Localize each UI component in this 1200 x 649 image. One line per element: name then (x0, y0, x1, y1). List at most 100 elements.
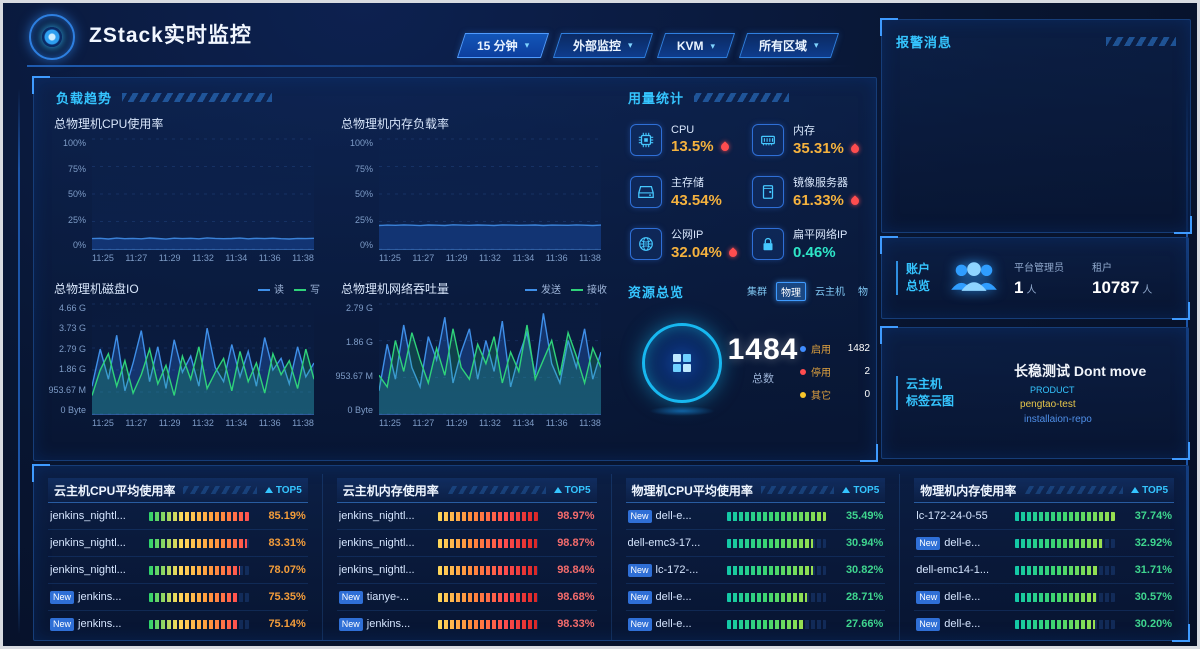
usage-value: 30.20% (1134, 618, 1172, 630)
account-title: 账户 总览 (896, 261, 930, 295)
resource-legend-row: 停用 2 (800, 364, 870, 379)
usage-bar (149, 538, 249, 548)
top5-title: 物理机CPU平均使用率 (631, 483, 753, 498)
usage-value: 0.46% (793, 244, 836, 261)
usage-bar (1015, 538, 1115, 548)
top5-header: 云主机CPU平均使用率 TOP5 (48, 478, 308, 503)
account-stat: 租户 10787 人 (1092, 259, 1152, 298)
usage-value: 37.74% (1134, 510, 1172, 522)
usage-bar-fill (726, 538, 814, 548)
host-name: dell-emc14-1... (916, 564, 990, 576)
usage-bar-fill (149, 565, 241, 575)
resource-tab-1[interactable]: 物理 (776, 282, 806, 301)
top5-sort-control[interactable]: TOP5 (553, 485, 591, 496)
tag-item[interactable]: pengtao-test (1020, 399, 1076, 410)
host-name: New tianye-... (338, 590, 431, 604)
top5-row: New jenkins... 75.35% (48, 584, 308, 611)
top-header: ZStack实时监控 15 分钟 ▾ 外部监控 ▾ KVM ▾ 所有区域 ▾ (3, 3, 1197, 71)
resource-tab-2[interactable]: 云主机 (815, 287, 845, 298)
top5-title: 云主机内存使用率 (342, 483, 439, 498)
usage-stats-panel: 用量统计 CPU 13.5% 内存 35.31% 主存储 43.54% 镜像服务器 61.33… (628, 88, 868, 261)
new-badge: New (916, 590, 941, 604)
legend-label: 停用 (811, 368, 831, 379)
tag-item[interactable]: installaion-repo (1024, 414, 1092, 425)
usage-bar (726, 592, 827, 602)
usage-value: 98.87% (557, 537, 595, 549)
usage-bar-fill (1015, 592, 1097, 602)
usage-bar (149, 592, 249, 602)
host-name: New dell-e... (916, 617, 1008, 631)
new-badge: New (338, 617, 363, 631)
top5-row: New dell-e... 27.66% (626, 611, 886, 637)
resource-tab-3[interactable]: 物 (858, 287, 868, 298)
host-name: jenkins_nightl... (50, 510, 126, 522)
top5-row: New dell-e... 30.20% (914, 611, 1174, 637)
alarm-header: 报警消息 (882, 20, 1190, 51)
top5-title: 云主机CPU平均使用率 (54, 483, 176, 498)
usage-bar-fill (726, 511, 827, 521)
usage-bar (726, 511, 827, 521)
usage-bar-fill (1015, 511, 1115, 521)
top5-sort-control[interactable]: TOP5 (842, 485, 879, 496)
flat-network-icon (752, 227, 784, 260)
chart-legend: 读写 (258, 281, 320, 296)
resource-tab-0[interactable]: 集群 (747, 287, 767, 298)
usage-stat-flat-network: 扁平网络IP 0.46% (752, 226, 868, 261)
new-badge: New (627, 509, 652, 523)
page-title: ZStack实时监控 (89, 24, 252, 47)
chevron-down-icon: ▾ (524, 40, 530, 50)
usage-value: 30.82% (845, 564, 884, 576)
top5-sort-control[interactable]: TOP5 (264, 485, 302, 496)
tag-cloud-title-line2: 标签云图 (906, 394, 955, 408)
host-name: New dell-e... (916, 536, 1008, 550)
top5-sort-control[interactable]: TOP5 (1131, 485, 1168, 496)
filter-label: 15 分钟 (477, 39, 518, 53)
top5-table-1: 云主机内存使用率 TOP5 jenkins_nightl... 98.97% jenki… (321, 474, 611, 640)
usage-bar-fill (437, 592, 538, 602)
top5-row: dell-emc14-1... 31.71% (914, 557, 1174, 584)
top5-row: jenkins_nightl... 83.31% (48, 530, 308, 557)
usage-bar-fill (149, 619, 237, 629)
usage-bar-fill (1015, 565, 1100, 575)
account-stat-label: 平台管理员 (1014, 262, 1065, 274)
account-stat-unit: 人 (1026, 284, 1037, 296)
usage-value: 35.31% (793, 140, 844, 157)
usage-stats-header: 用量统计 (628, 88, 868, 107)
usage-value: 78.07% (268, 564, 306, 576)
usage-value: 61.33% (793, 192, 844, 209)
x-axis: 11:25 11:27 11:29 11:32 11:34 11:36 11:38 (379, 253, 601, 263)
usage-stats-title: 用量统计 (628, 91, 685, 106)
usage-bar-fill (726, 565, 814, 575)
resource-overview-header: 资源总览 集群 物理 云主机 物 (628, 282, 872, 301)
host-name: jenkins_nightl... (50, 537, 126, 549)
account-title-line2: 总览 (906, 279, 931, 293)
filter-hypervisor[interactable]: KVM ▾ (656, 33, 736, 58)
chart-block-0: 总物理机CPU使用率 100% 75% 50% 25% 0% 11:25 11:27 11:29… (48, 114, 320, 263)
grid-icon (673, 354, 691, 372)
host-name: New dell-e... (627, 617, 720, 631)
top5-row: New dell-e... 30.57% (914, 584, 1174, 611)
usage-grid: CPU 13.5% 内存 35.31% 主存储 43.54% 镜像服务器 61.33% 公网IP… (628, 122, 868, 261)
load-trend-header: 负载趋势 (56, 88, 273, 107)
usage-bar (149, 511, 249, 521)
host-name: jenkins_nightl... (338, 537, 415, 549)
chart-plot (92, 303, 314, 415)
legend-dot-icon (800, 345, 806, 352)
filter-time-range[interactable]: 15 分钟 ▾ (456, 33, 550, 58)
legend-item: 读 (258, 281, 284, 296)
resource-legend: 启用 1482 停用 2 其它 0 (800, 341, 870, 410)
alert-flame-icon (718, 140, 731, 153)
usage-bar-fill (149, 538, 247, 548)
usage-value: 35.49% (845, 510, 884, 522)
host-name: New dell-e... (916, 590, 1008, 604)
tag-item[interactable]: PRODUCT (1030, 385, 1075, 395)
monitor-main-panel: 负载趋势 总物理机CPU使用率 100% 75% 50% 25% 0% 11:25 11:27… (32, 76, 878, 462)
tag-item[interactable]: 长稳测试 Dont move (1014, 363, 1147, 379)
usage-bar (437, 619, 538, 629)
usage-label: 主存储 (671, 177, 704, 189)
alarm-title: 报警消息 (896, 35, 953, 50)
filter-zone[interactable]: 所有区域 ▾ (738, 33, 839, 58)
top5-row: New lc-172-... 30.82% (625, 557, 886, 584)
filter-monitor-source[interactable]: 外部监控 ▾ (553, 33, 653, 58)
new-badge: New (50, 590, 75, 604)
